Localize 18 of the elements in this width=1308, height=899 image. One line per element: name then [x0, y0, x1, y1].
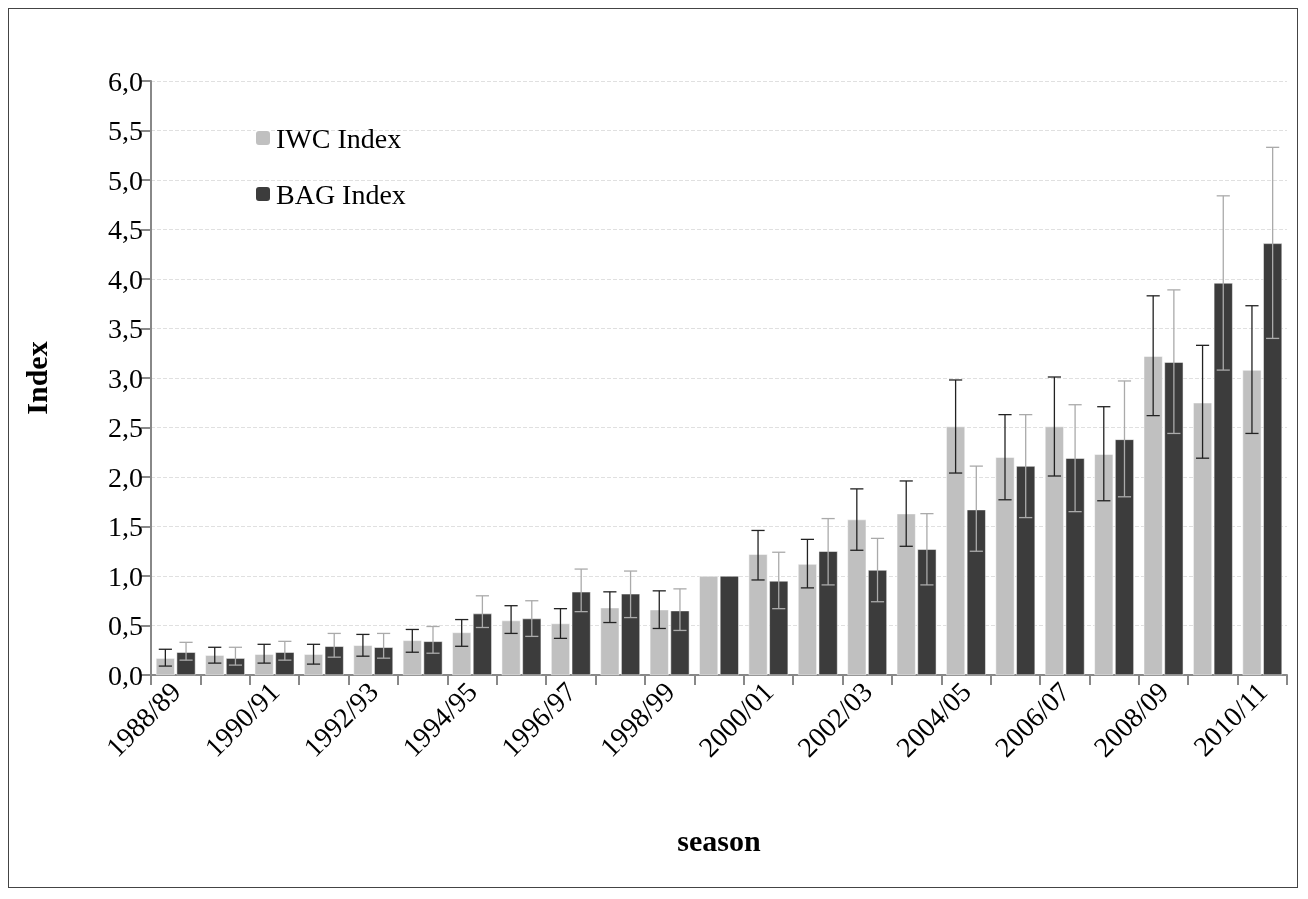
y-tick-label: 2,0 — [108, 461, 143, 493]
y-tick-label: 0,5 — [108, 610, 143, 641]
y-tick-label: 5,5 — [108, 115, 143, 146]
bar — [699, 576, 719, 675]
y-tick-label: 1,0 — [108, 560, 143, 592]
x-axis-title: season — [677, 823, 761, 857]
y-tick-label: 5,0 — [108, 164, 143, 196]
y-tick-label: 1,5 — [108, 511, 143, 542]
y-tick-label: 3,0 — [108, 362, 143, 394]
bar — [719, 576, 739, 675]
legend-label: IWC Index — [276, 122, 402, 154]
legend-label: BAG Index — [276, 178, 406, 210]
y-tick-label: 2,5 — [108, 412, 143, 443]
y-tick-label: 4,0 — [108, 263, 143, 295]
y-tick-label: 4,5 — [108, 214, 143, 245]
y-tick-label: 6,0 — [108, 65, 143, 97]
y-tick-label: 3,5 — [108, 313, 143, 344]
y-axis-title: Index — [19, 341, 53, 415]
